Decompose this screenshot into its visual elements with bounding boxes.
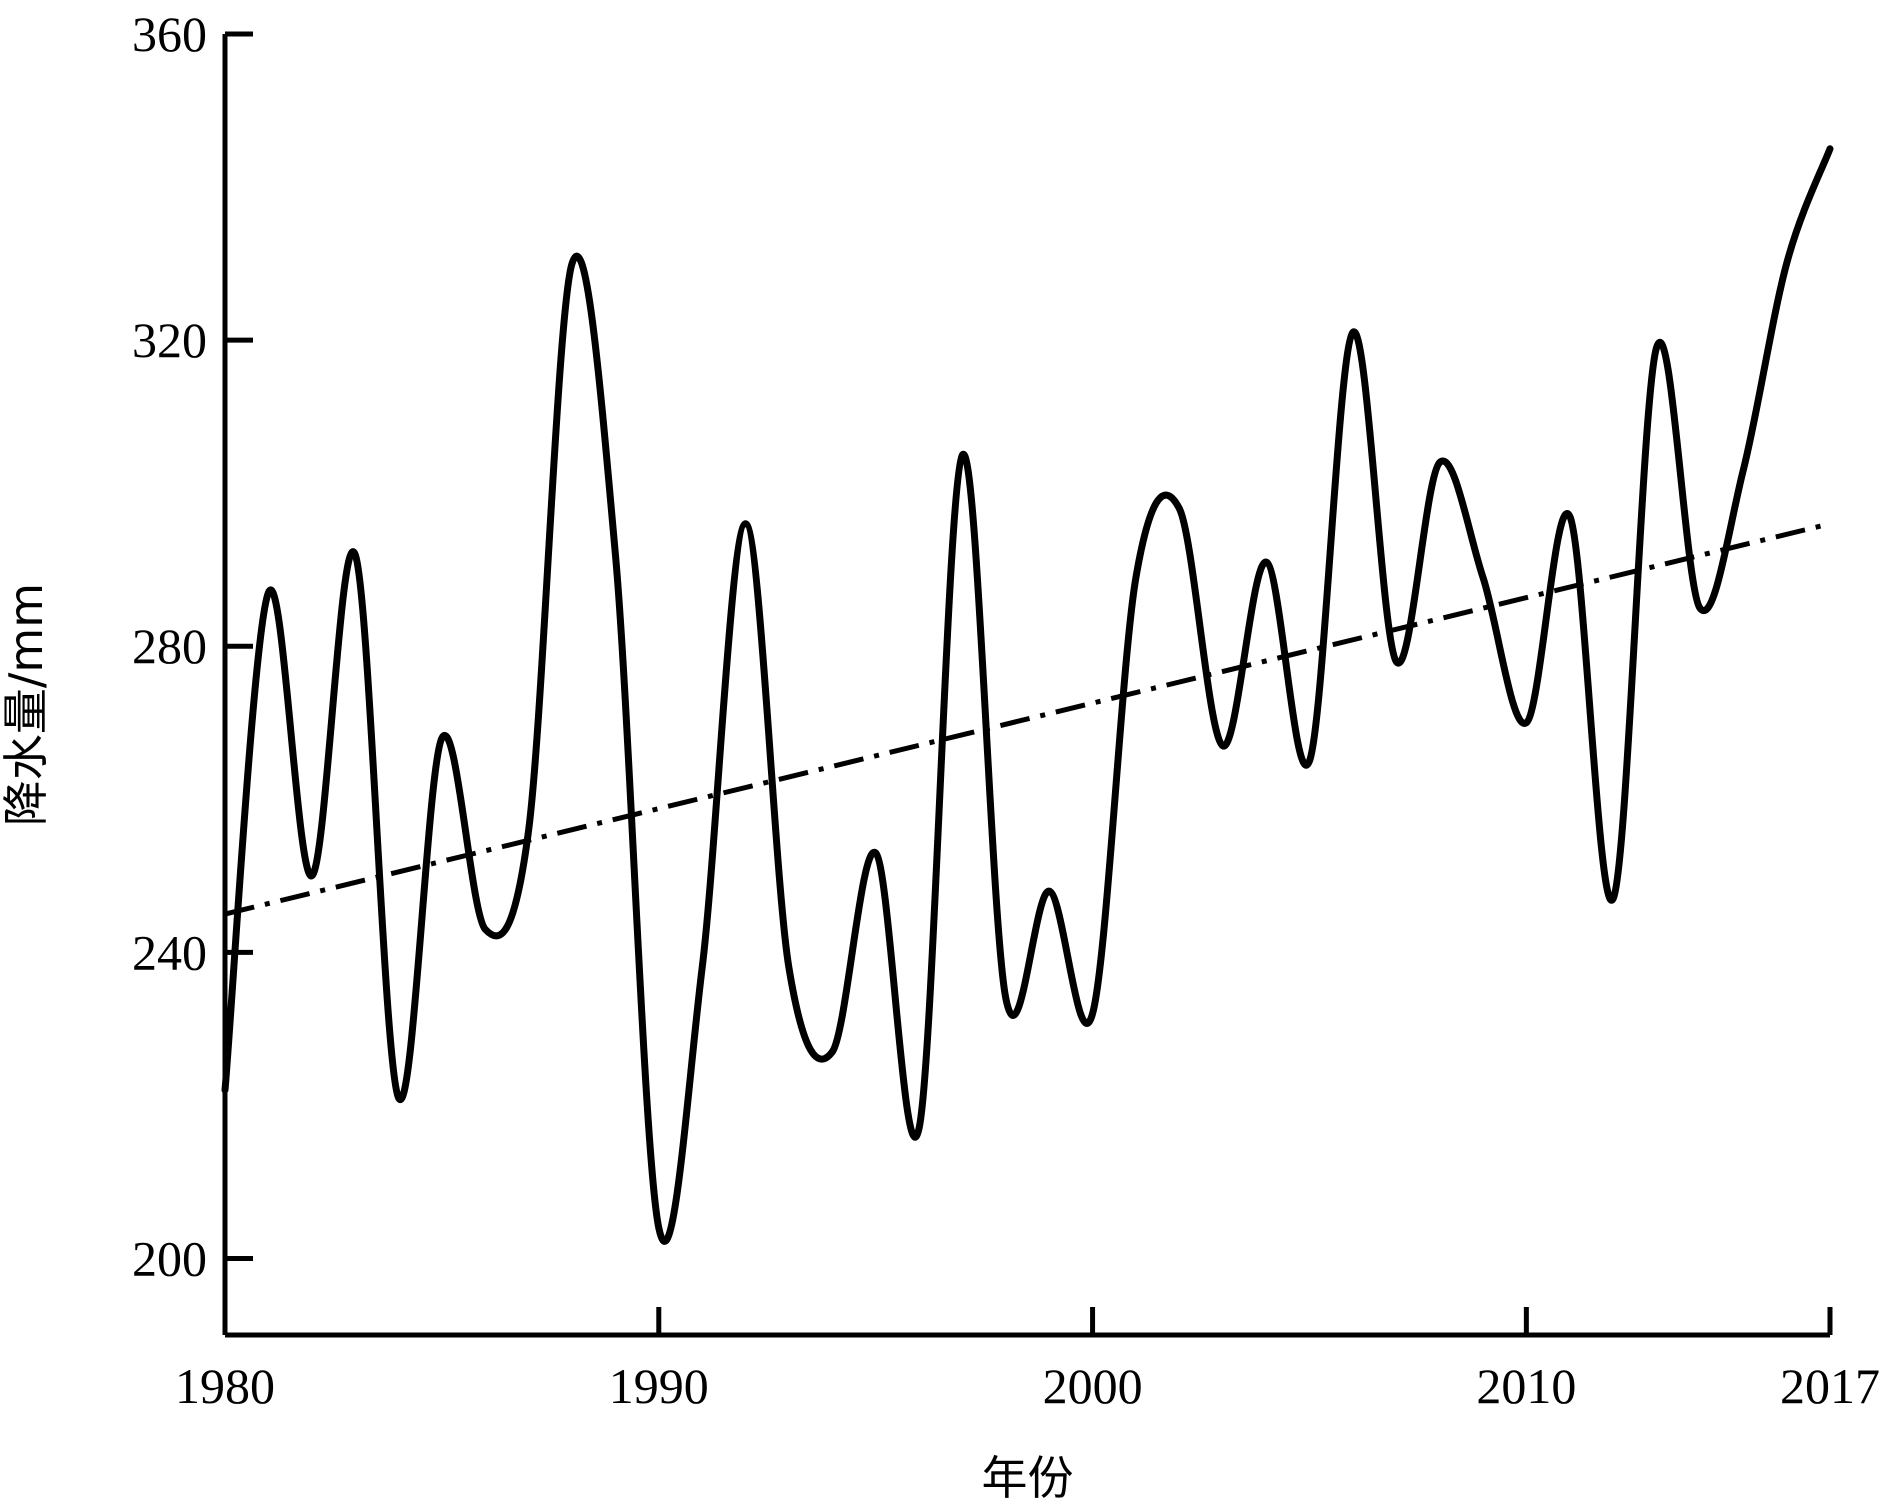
data-point (1305, 757, 1313, 765)
data-point (611, 550, 619, 558)
data-point (1566, 512, 1574, 520)
data-point (264, 589, 272, 597)
data-point (1089, 1010, 1097, 1018)
data-point (655, 1224, 663, 1232)
data-point (742, 520, 750, 528)
data-points (221, 145, 1834, 1232)
data-point (438, 734, 446, 742)
data-point (1045, 887, 1053, 895)
data-point (1175, 504, 1183, 512)
x-axis-title: 年份 (982, 1451, 1074, 1505)
x-tick-label: 2017 (1780, 1358, 1880, 1414)
data-point (1479, 573, 1487, 581)
data-point (525, 826, 533, 834)
data-point (1826, 145, 1834, 153)
data-point (1522, 719, 1530, 727)
x-axis-ticks: 1980 1990 2000 2010 2017 (175, 1307, 1880, 1414)
data-point (958, 451, 966, 459)
data-point (785, 964, 793, 972)
data-point (1652, 344, 1660, 352)
data-point (1262, 558, 1270, 566)
data-point (481, 925, 489, 933)
y-axis-ticks: 200 240 280 320 360 (132, 6, 253, 1286)
data-point (568, 260, 576, 268)
data-point (395, 1094, 403, 1102)
data-point (698, 964, 706, 972)
data-point (1436, 459, 1444, 467)
data-point (1349, 328, 1357, 336)
x-tick-label: 1990 (609, 1358, 709, 1414)
y-tick-label: 240 (132, 924, 207, 980)
data-point (872, 849, 880, 857)
x-tick-label: 2000 (1043, 1358, 1143, 1414)
x-tick-label: 1980 (175, 1358, 275, 1414)
y-tick-label: 360 (132, 6, 207, 62)
data-point (1002, 994, 1010, 1002)
data-point (1392, 658, 1400, 666)
data-point (1783, 260, 1791, 268)
y-axis-title: 降水量/mm (0, 583, 53, 826)
y-tick-label: 320 (132, 312, 207, 368)
y-tick-label: 200 (132, 1230, 207, 1286)
data-point (308, 872, 316, 880)
data-point (351, 550, 359, 558)
data-point (915, 1124, 923, 1132)
data-point (1609, 895, 1617, 903)
trend-line (224, 521, 1831, 917)
data-point (1696, 604, 1704, 612)
data-point (1132, 573, 1140, 581)
y-tick-label: 280 (132, 618, 207, 674)
data-point (1219, 742, 1227, 750)
rainfall-series-line (221, 145, 1834, 1245)
data-point (828, 1048, 836, 1056)
x-tick-label: 2010 (1476, 1358, 1576, 1414)
data-point (1739, 466, 1747, 474)
